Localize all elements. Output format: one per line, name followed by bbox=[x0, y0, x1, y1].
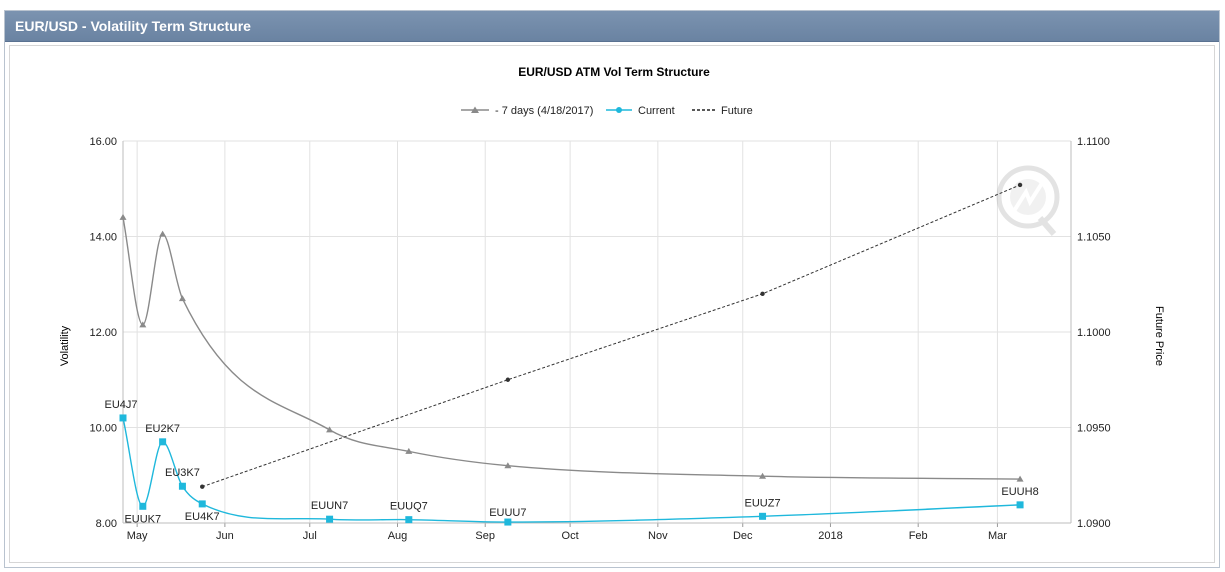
legend-dot-icon bbox=[616, 107, 622, 113]
data-label: EUUK7 bbox=[124, 513, 161, 525]
point-marker[interactable] bbox=[1016, 475, 1024, 482]
point-marker[interactable] bbox=[1017, 182, 1023, 188]
x-tick-label: May bbox=[127, 530, 148, 542]
point-marker[interactable] bbox=[760, 291, 765, 296]
legend-item-7days[interactable]: - 7 days (4/18/2017) bbox=[461, 105, 593, 117]
y2-tick-label: 1.0950 bbox=[1077, 423, 1111, 435]
legend-triangle-icon bbox=[471, 106, 479, 113]
grid bbox=[123, 140, 1071, 524]
series-7days bbox=[119, 213, 1024, 482]
series-line-future bbox=[202, 184, 1021, 488]
vol-term-structure-chart: EUR/USD ATM Vol Term Structure - 7 days … bbox=[59, 65, 1165, 542]
point-marker[interactable] bbox=[198, 500, 206, 508]
panel-title: EUR/USD - Volatility Term Structure bbox=[5, 11, 1219, 42]
y-tick-label: 14.00 bbox=[89, 232, 117, 244]
x-tick-label: Sep bbox=[475, 530, 495, 542]
point-marker[interactable] bbox=[178, 482, 186, 490]
data-label: EUUQ7 bbox=[390, 501, 428, 513]
axes: 8.00 10.00 12.00 14.00 16.00 1.0900 1.0950 1.10… bbox=[89, 136, 1110, 542]
x-tick-label: Oct bbox=[562, 530, 579, 542]
legend-item-future[interactable]: Future bbox=[692, 105, 753, 117]
point-marker[interactable] bbox=[504, 518, 512, 526]
x-tick-label: Dec bbox=[733, 530, 753, 542]
series-current: EU4J7 EUUK7 EU2K7 EU3K7 EU4K7 EUUN7 EUUQ7 EUUU7… bbox=[104, 399, 1039, 526]
point-marker[interactable] bbox=[759, 512, 767, 520]
series-future bbox=[200, 182, 1023, 489]
y2-axis-label: Future Price bbox=[1153, 306, 1165, 366]
y-tick-label: 12.00 bbox=[89, 327, 117, 339]
point-marker[interactable] bbox=[200, 484, 205, 489]
point-marker[interactable] bbox=[139, 321, 147, 328]
plot-area: EU4J7 EUUK7 EU2K7 EU3K7 EU4K7 EUUN7 EUUQ7 EUUU7… bbox=[104, 182, 1039, 526]
y-tick-label: 16.00 bbox=[89, 136, 117, 148]
x-tick-label: Aug bbox=[388, 530, 408, 542]
watermark-logo bbox=[996, 165, 1060, 236]
point-marker[interactable] bbox=[759, 472, 767, 479]
x-tick-label: Jul bbox=[303, 530, 317, 542]
point-marker[interactable] bbox=[119, 213, 127, 220]
point-marker[interactable] bbox=[504, 462, 512, 469]
y2-tick-label: 1.1000 bbox=[1077, 327, 1111, 339]
legend-label-current: Current bbox=[638, 105, 675, 117]
y2-tick-label: 1.0900 bbox=[1077, 518, 1111, 530]
point-marker[interactable] bbox=[119, 414, 127, 422]
legend-label-future: Future bbox=[721, 105, 753, 117]
point-marker[interactable] bbox=[159, 230, 167, 237]
point-marker[interactable] bbox=[405, 447, 413, 454]
point-marker[interactable] bbox=[1016, 501, 1024, 509]
y-tick-label: 8.00 bbox=[96, 518, 117, 530]
legend: - 7 days (4/18/2017) Current Future bbox=[461, 105, 753, 117]
point-marker[interactable] bbox=[178, 295, 186, 302]
data-label: EUUN7 bbox=[311, 500, 348, 512]
x-tick-label: 2018 bbox=[818, 530, 842, 542]
data-label: EUUU7 bbox=[489, 507, 526, 519]
point-marker[interactable] bbox=[505, 377, 511, 382]
x-tick-label: Jun bbox=[216, 530, 234, 542]
point-marker[interactable] bbox=[326, 426, 334, 433]
point-marker[interactable] bbox=[139, 502, 147, 510]
data-label: EUUZ7 bbox=[745, 497, 781, 509]
chart-frame: EUR/USD ATM Vol Term Structure - 7 days … bbox=[9, 45, 1215, 563]
y2-tick-label: 1.1100 bbox=[1077, 136, 1110, 148]
data-label: EU4J7 bbox=[104, 399, 137, 411]
x-tick-label: Feb bbox=[909, 530, 928, 542]
chart-panel: EUR/USD - Volatility Term Structure EUR/… bbox=[4, 10, 1220, 568]
data-label: EU2K7 bbox=[145, 423, 180, 435]
y-tick-label: 10.00 bbox=[89, 423, 117, 435]
data-label: EU3K7 bbox=[165, 467, 200, 479]
x-tick-label: Mar bbox=[988, 530, 1007, 542]
chart-title: EUR/USD ATM Vol Term Structure bbox=[518, 65, 710, 79]
legend-item-current[interactable]: Current bbox=[606, 105, 675, 117]
legend-label-7days: - 7 days (4/18/2017) bbox=[495, 105, 593, 117]
x-tick-label: Nov bbox=[648, 530, 668, 542]
data-label: EUUH8 bbox=[1001, 486, 1038, 498]
data-label: EU4K7 bbox=[185, 511, 220, 523]
point-marker[interactable] bbox=[159, 438, 167, 446]
y-axis-label: Volatility bbox=[59, 325, 71, 366]
point-marker[interactable] bbox=[326, 515, 334, 523]
y2-tick-label: 1.1050 bbox=[1077, 232, 1111, 244]
point-marker[interactable] bbox=[405, 516, 413, 524]
series-line-7days bbox=[122, 217, 1021, 480]
